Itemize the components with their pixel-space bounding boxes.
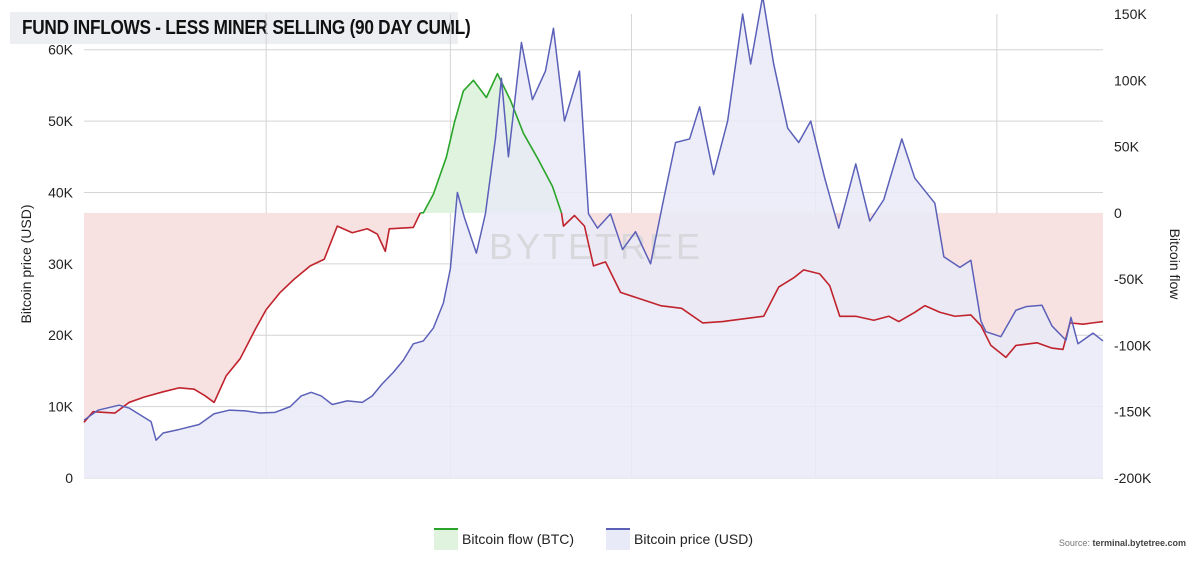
y-left-tick-label: 10K <box>48 399 74 415</box>
y-left-tick-label: 20K <box>48 327 74 343</box>
y-left-tick-label: 0 <box>65 470 73 486</box>
legend-swatch-price <box>606 528 630 550</box>
y-right-tick-label: 100K <box>1114 72 1147 88</box>
source-prefix: Source: <box>1058 538 1093 548</box>
y-right-tick-label: 150K <box>1114 6 1147 22</box>
flow-area-negative <box>84 212 421 423</box>
y-left-axis-label: Bitcoin price (USD) <box>18 204 34 323</box>
y-right-tick-label: -100K <box>1114 337 1152 353</box>
y-right-tick-label: 50K <box>1114 139 1140 155</box>
legend-item-flow[interactable]: Bitcoin flow (BTC) <box>434 527 574 551</box>
legend-swatch-flow <box>434 528 458 550</box>
y-right-tick-label: -50K <box>1114 271 1144 287</box>
flow-line-positive <box>420 72 563 214</box>
price-area <box>84 0 1103 478</box>
legend-label-flow: Bitcoin flow (BTC) <box>462 531 575 547</box>
y-left-tick-label: 60K <box>48 42 74 58</box>
y-right-axis-label: Bitcoin flow <box>1167 229 1183 301</box>
watermark-text: BYTETREE <box>489 226 703 267</box>
chart-title: FUND INFLOWS - LESS MINER SELLING (90 DA… <box>22 17 471 39</box>
y-left-tick-label: 30K <box>48 256 74 272</box>
y-right-tick-label: 0 <box>1114 205 1122 221</box>
legend-item-price[interactable]: Bitcoin price (USD) <box>606 527 753 551</box>
price-line <box>83 0 1104 441</box>
flow-line-negative <box>83 212 422 423</box>
source-credit: Source: terminal.bytetree.com <box>1059 538 1186 548</box>
chart-plot: BYTETREE 0 10K 20K 30K 40K 50K 60K -200K -150K -10… <box>18 0 1183 486</box>
y-right-tick-label: -150K <box>1114 404 1152 420</box>
y-right-tick-label: -200K <box>1114 470 1152 486</box>
legend-label-price: Bitcoin price (USD) <box>634 531 754 547</box>
chart-title-box: FUND INFLOWS - LESS MINER SELLING (90 DA… <box>10 12 471 44</box>
y-left-tick-label: 40K <box>48 184 74 200</box>
source-site[interactable]: terminal.bytetree.com <box>1092 538 1186 548</box>
chart-legend: Bitcoin flow (BTC) Bitcoin price (USD) <box>0 527 1200 551</box>
y-left-tick-label: 50K <box>48 113 74 129</box>
flow-line-negative <box>560 212 1104 359</box>
